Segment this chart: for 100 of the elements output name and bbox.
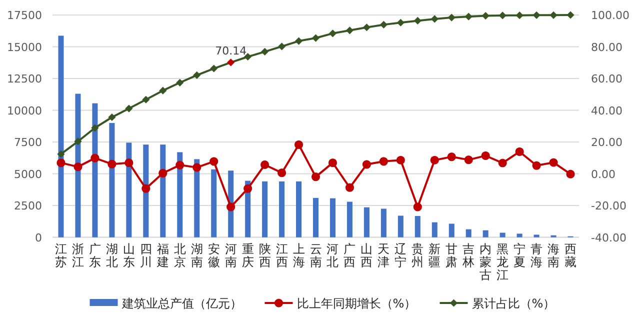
- bar: [279, 181, 285, 238]
- point: [226, 202, 236, 212]
- point: [515, 147, 524, 156]
- point: [498, 158, 507, 168]
- point: [532, 11, 540, 19]
- point: [380, 20, 388, 28]
- bar: [448, 224, 454, 238]
- bar: [398, 216, 404, 238]
- bar: [432, 222, 438, 238]
- bar: [126, 142, 132, 238]
- x-tick-label: 河北: [326, 242, 339, 269]
- point: [379, 157, 388, 166]
- y-tick-label: 15000: [7, 40, 42, 54]
- point: [260, 160, 270, 170]
- point: [108, 113, 116, 122]
- point: [328, 30, 337, 38]
- point: [498, 12, 506, 20]
- bar: [194, 159, 200, 238]
- y-tick-label: 2500: [14, 200, 42, 213]
- point: [142, 184, 150, 193]
- point: [396, 18, 404, 26]
- bar: [364, 207, 370, 238]
- point: [210, 64, 218, 72]
- point: [294, 140, 304, 150]
- y-tick-label: 17500: [7, 9, 42, 22]
- point: [346, 26, 354, 34]
- legend-label: 建筑业总产值（亿元）: [120, 296, 242, 310]
- point: [74, 162, 82, 172]
- point: [294, 37, 303, 45]
- point: [244, 184, 252, 193]
- x-tick-label: 云南: [310, 242, 322, 269]
- bar: [262, 181, 268, 238]
- point: [396, 156, 405, 164]
- x-tick-label: 山东: [122, 242, 135, 269]
- point: [278, 42, 286, 50]
- point: [108, 160, 116, 168]
- x-tick-label: 吉林: [462, 242, 475, 269]
- x-tick-label: 广东: [88, 242, 101, 269]
- point: [142, 96, 150, 104]
- point: [277, 168, 286, 178]
- point: [430, 15, 438, 23]
- point: [550, 11, 558, 19]
- x-tick-label: 湖北: [106, 242, 118, 269]
- point: [176, 160, 184, 170]
- x-tick-label: 甘肃: [446, 242, 458, 269]
- point: [566, 170, 575, 178]
- y2-tick-label: -40.00: [591, 231, 626, 244]
- x-tick-label: 福建: [156, 242, 169, 269]
- point: [549, 158, 558, 167]
- legend-label: 累计占比（%）: [472, 296, 556, 310]
- bar: [313, 198, 318, 238]
- bar: [380, 208, 386, 238]
- point: [311, 172, 320, 182]
- point: [482, 12, 490, 20]
- point: [481, 151, 490, 160]
- bar: [516, 234, 522, 238]
- point: [532, 161, 541, 170]
- bar: [466, 229, 472, 238]
- data-label: 70.14: [215, 44, 247, 58]
- x-tick-label: 湖南: [190, 242, 203, 269]
- bar: [160, 144, 166, 238]
- point: [345, 183, 354, 192]
- x-tick-label: 浙江: [72, 242, 84, 269]
- y2-tick-label: -20.00: [591, 200, 626, 213]
- x-tick-label: 重庆: [242, 242, 254, 269]
- point: [430, 156, 439, 164]
- point: [176, 78, 184, 86]
- y-tick-label: 0: [35, 231, 42, 244]
- bar: [534, 234, 540, 238]
- point: [158, 168, 168, 178]
- x-tick-label: 北京: [174, 242, 186, 269]
- x-tick-label: 四川: [140, 242, 152, 269]
- bar: [143, 144, 149, 238]
- y-tick-label: 10000: [7, 104, 42, 118]
- bar: [500, 232, 506, 238]
- point: [413, 202, 422, 212]
- bar: [211, 169, 217, 238]
- bar: [482, 230, 488, 238]
- bar: [346, 202, 352, 238]
- x-tick-label: 安徽: [208, 242, 220, 269]
- point: [362, 24, 370, 32]
- x-tick-label: 黑龙江: [496, 242, 509, 282]
- y2-tick-label: 40.00: [591, 104, 622, 118]
- point: [210, 157, 218, 166]
- point: [74, 138, 82, 146]
- legend-label: 比上年同期增长（%）: [296, 296, 416, 310]
- point: [56, 158, 66, 168]
- x-tick-label: 陕西: [258, 242, 271, 269]
- x-tick-label: 内蒙古: [480, 242, 492, 282]
- point: [91, 124, 99, 132]
- x-tick-label: 宁夏: [514, 242, 526, 269]
- point: [193, 71, 201, 79]
- bar: [296, 181, 302, 238]
- point: [312, 34, 320, 42]
- bar: [414, 216, 420, 238]
- point: [414, 16, 422, 25]
- point: [362, 160, 371, 169]
- y2-tick-label: 20.00: [591, 136, 622, 150]
- point: [328, 158, 338, 168]
- y-tick-label: 7500: [14, 136, 42, 150]
